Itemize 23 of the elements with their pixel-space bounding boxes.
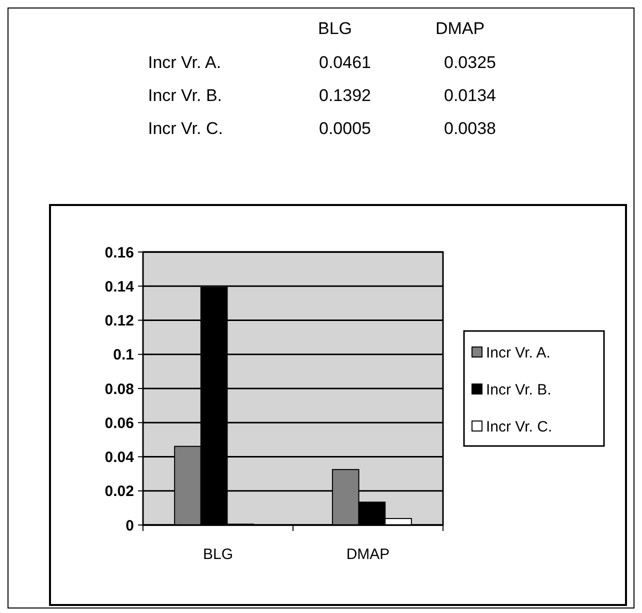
text: Incr Vr. B. bbox=[148, 86, 222, 105]
legend-label: Incr Vr. B. bbox=[486, 381, 552, 398]
text: 0.1392 bbox=[319, 86, 371, 105]
legend-label: Incr Vr. A. bbox=[486, 344, 550, 362]
text: 0.0038 bbox=[444, 119, 496, 138]
y-tick-label: 0 bbox=[126, 517, 134, 534]
y-tick-label: 0.16 bbox=[104, 244, 134, 262]
y-tick-label: 0.14 bbox=[104, 278, 135, 296]
category-label: DMAP bbox=[435, 19, 485, 38]
text: 0.0005 bbox=[319, 119, 371, 138]
y-tick-label: 0.12 bbox=[104, 312, 134, 330]
text: 0.0134 bbox=[444, 86, 496, 105]
y-tick-label: 0.04 bbox=[104, 449, 135, 466]
y-tick-label: 0.02 bbox=[104, 483, 134, 500]
text: Incr Vr. C. bbox=[148, 119, 223, 138]
category-label: BLG bbox=[318, 19, 352, 38]
text: 0.0461 bbox=[319, 53, 371, 72]
y-tick-label: 0.06 bbox=[104, 414, 134, 432]
y-tick-label: 0.1 bbox=[113, 346, 134, 364]
y-tick-label: 0.08 bbox=[104, 380, 134, 398]
text: 0.0325 bbox=[444, 53, 496, 72]
text: Incr Vr. A. bbox=[148, 53, 222, 72]
legend-label: Incr Vr. C. bbox=[486, 418, 552, 436]
